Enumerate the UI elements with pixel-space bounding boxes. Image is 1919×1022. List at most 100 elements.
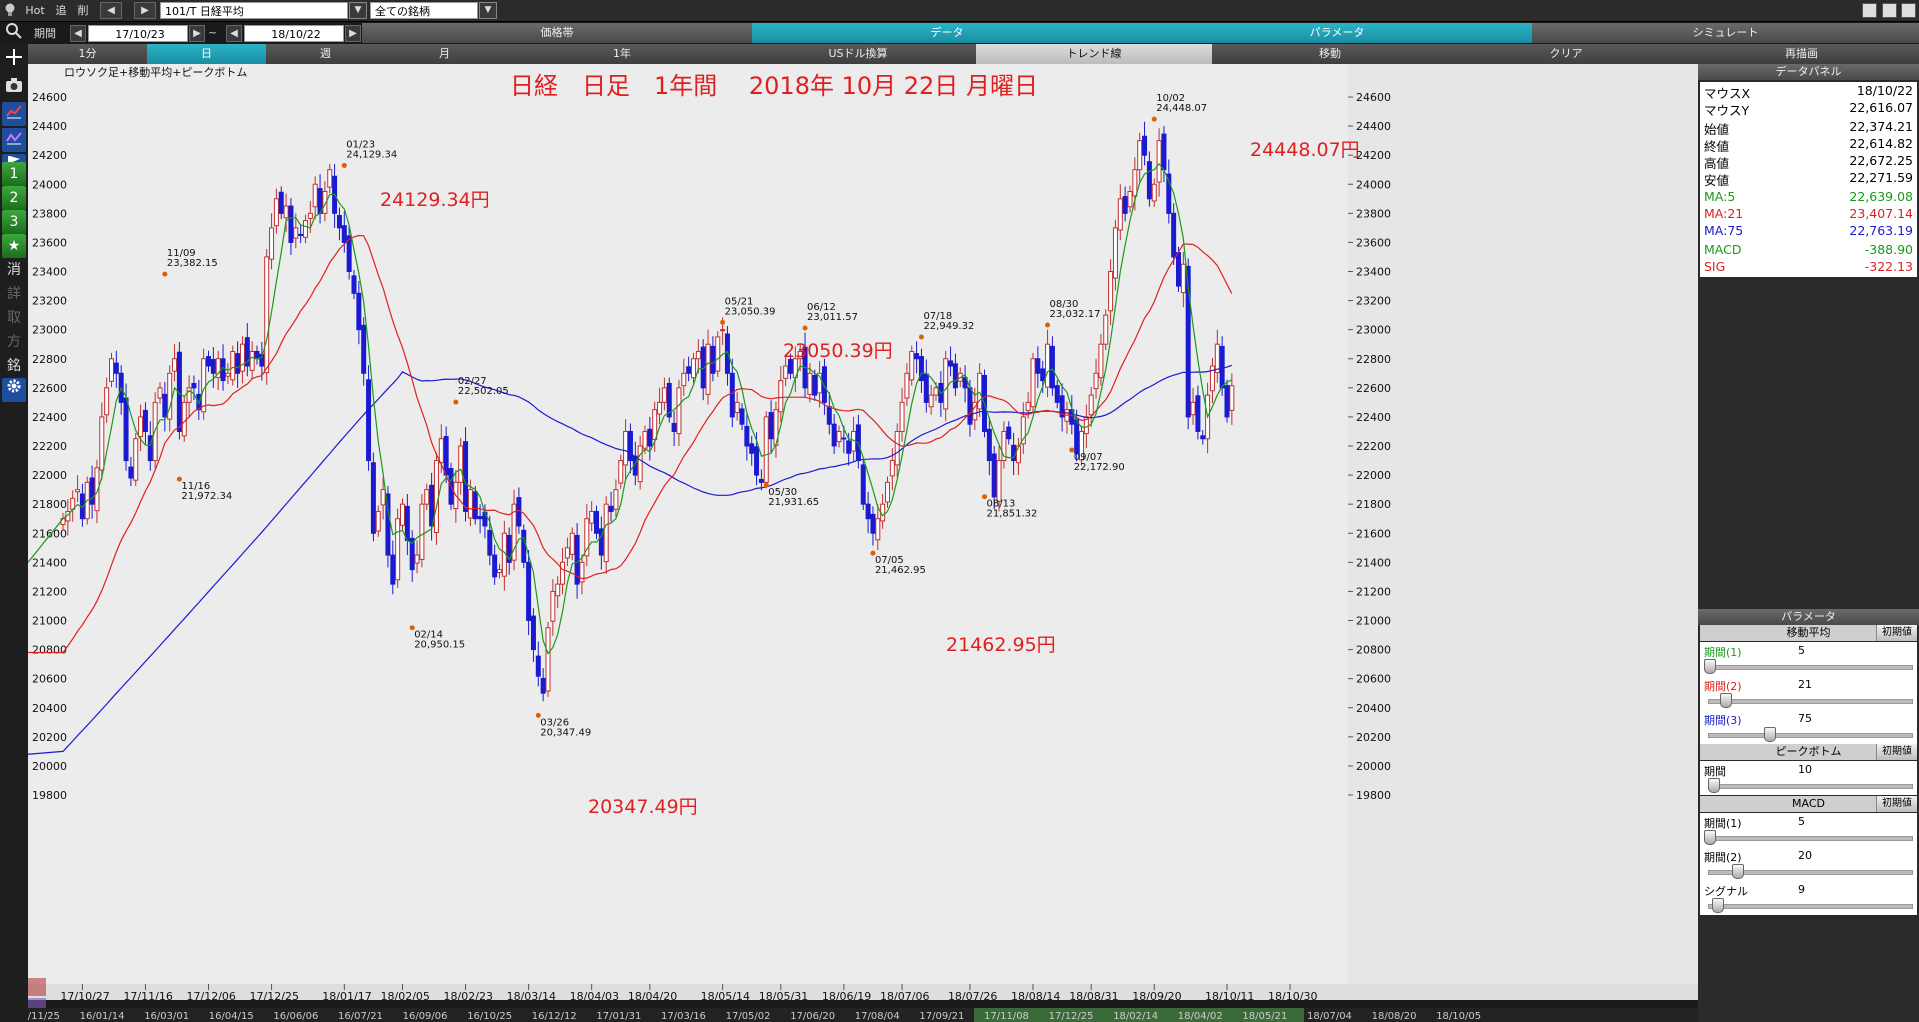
candle-body [564,547,570,559]
line-chart-red-icon[interactable] [2,102,26,126]
maximize-button[interactable] [1882,3,1897,18]
candle-body [758,478,764,483]
hot-button[interactable]: Hot [25,4,45,17]
date-to-prev-button[interactable]: ◀ [226,25,242,42]
macd-reset-button[interactable]: 初期値 [1876,796,1917,812]
candle-body [1132,169,1138,197]
peak-bottom-date: 02/14 [414,630,443,641]
pb-period-slider-thumb[interactable] [1708,778,1720,793]
candle-body [1093,372,1099,390]
ma-period-3-slider[interactable] [1708,733,1913,738]
date-to-next-button[interactable]: ▶ [345,25,361,42]
pb-reset-button[interactable]: 初期値 [1876,744,1917,760]
candle-body [991,453,997,498]
ma-period-3-slider-thumb[interactable] [1764,727,1776,742]
candlestick-chart[interactable]: ロウソク足+移動平均+ピークボトム 日経 日足 1年間 2018年 10月 22日… [28,64,1698,1000]
candle-body [865,503,871,520]
clear-button[interactable]: クリア [1448,44,1685,64]
tf-month-button[interactable]: 月 [385,44,505,64]
symbol-field[interactable]: 101/T 日経平均 [160,2,348,19]
tab-price-band[interactable]: 価格帯 [362,23,753,43]
universe-dropdown-icon[interactable]: ▼ [479,2,497,19]
macd-signal-slider-thumb[interactable] [1712,898,1724,913]
pb-period-value[interactable]: 10 [1798,763,1812,776]
candle-body [162,393,168,418]
line-chart-purple-icon[interactable] [2,128,26,152]
candle-body [894,430,900,466]
overview-selected-range[interactable] [974,1008,1304,1022]
tab-simulate[interactable]: シミュレート [1532,23,1919,43]
ma-reset-button[interactable]: 初期値 [1876,625,1917,641]
crosshair-icon[interactable] [2,48,26,72]
macd-period-2-slider-thumb[interactable] [1732,864,1744,879]
preset-3-button[interactable]: 3 [2,210,26,234]
preset-2-button[interactable]: 2 [2,186,26,210]
settings-gear-icon[interactable] [2,378,26,402]
macd-period-2-slider[interactable] [1708,870,1913,875]
candle-body [438,438,444,464]
range-1year-button[interactable]: 1年 [504,44,741,64]
star-icon[interactable]: ★ [2,234,26,258]
data-row-value: 22,616.07 [1849,100,1913,115]
delete-button[interactable]: 削 [77,4,89,17]
prev-symbol-button[interactable]: ◀ [100,2,122,19]
search-icon[interactable] [2,22,26,46]
detail-button[interactable]: 詳 [7,286,21,302]
erase-button[interactable]: 消 [7,262,21,278]
ma-period-1-slider-thumb[interactable] [1704,659,1716,674]
peak-bottom-header: ピークボトム 初期値 [1700,744,1917,760]
candle-body [1229,385,1235,411]
overview-date-axis[interactable]: 15/11/25 16/01/14 16/03/01 16/04/15 16/06/06… [28,1008,1698,1022]
fetch-button[interactable]: 取 [7,310,21,326]
symbol-dropdown-icon[interactable]: ▼ [349,2,367,19]
candle-body [812,374,818,396]
macd-period-2-value[interactable]: 20 [1798,849,1812,862]
pb-period-slider[interactable] [1708,784,1913,789]
macd-signal-value[interactable]: 9 [1798,883,1805,896]
peak-bottom-marker [720,319,726,325]
tf-day-button[interactable]: 日 [147,44,267,64]
y-tick-label: 22200 [1356,440,1391,453]
candle-body [414,554,420,564]
ma-period-3-value[interactable]: 75 [1798,712,1812,725]
ma-period-1-slider[interactable] [1708,665,1913,670]
close-button[interactable] [1901,3,1916,18]
preset-1-button[interactable]: 1 [2,162,26,186]
macd-period-1-slider[interactable] [1708,836,1913,841]
y-tick-label: 22400 [1356,411,1391,424]
ma-period-1-value[interactable]: 5 [1798,644,1805,657]
minimize-button[interactable] [1862,3,1877,18]
move-button[interactable]: 移動 [1212,44,1449,64]
date-to-field[interactable]: 18/10/22 [244,25,344,42]
tf-week-button[interactable]: 週 [266,44,386,64]
method-button[interactable]: 方 [7,334,21,350]
chart-thumb-red-icon[interactable] [28,978,46,996]
ma-period-2-slider-thumb[interactable] [1720,693,1732,708]
candle-body [264,256,270,374]
candle-body [661,387,667,403]
next-symbol-button[interactable]: ▶ [134,2,156,19]
ma-period-2-value[interactable]: 21 [1798,678,1812,691]
camera-icon[interactable] [2,76,26,100]
lightbulb-icon[interactable] [4,2,16,19]
peak-bottom-marker [409,625,415,631]
date-from-prev-button[interactable]: ◀ [70,25,86,42]
date-from-next-button[interactable]: ▶ [189,25,205,42]
candle-body [1049,345,1055,389]
usd-convert-button[interactable]: USドル換算 [740,44,977,64]
universe-select[interactable]: 全ての銘柄 [370,2,478,19]
redraw-button[interactable]: 再描画 [1684,44,1919,64]
add-button[interactable]: 追 [55,4,67,17]
macd-period-1-slider-thumb[interactable] [1704,830,1716,845]
tf-1min-button[interactable]: 1分 [28,44,148,64]
candle-body [167,372,173,420]
ma-period-2-slider[interactable] [1708,699,1913,704]
macd-section-header: MACD 初期値 [1700,796,1917,812]
date-from-field[interactable]: 17/10/23 [88,25,188,42]
tab-parameter[interactable]: パラメータ [1142,23,1533,43]
brand-button[interactable]: 銘 [7,358,21,374]
macd-period-1-value[interactable]: 5 [1798,815,1805,828]
tab-data[interactable]: データ [752,23,1143,43]
trendline-button[interactable]: トレンド線 [976,44,1213,64]
macd-signal-slider[interactable] [1708,904,1913,909]
